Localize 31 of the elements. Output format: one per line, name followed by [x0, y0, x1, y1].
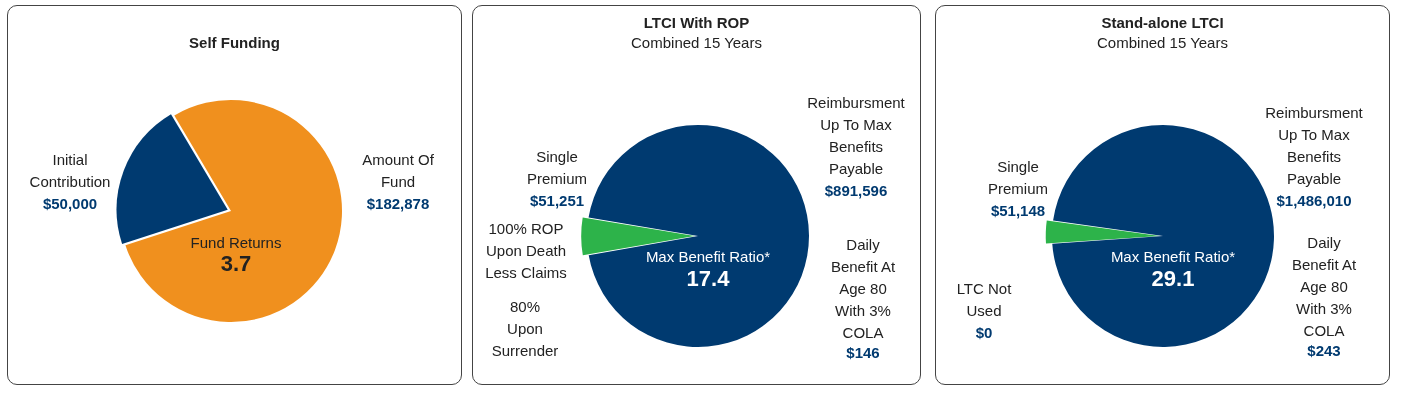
slice-label: Single Premium [987, 157, 1049, 199]
chart-title: Stand-alone LTCI [1100, 14, 1225, 31]
text: 80% Upon Surrender [490, 297, 560, 361]
slice-label: Initial Contribution [28, 150, 112, 192]
chart-subtitle: Combined 15 Years [630, 34, 763, 51]
text: $0 [974, 323, 994, 343]
chart-title: Self Funding [188, 34, 281, 51]
chart-subtitle: Combined 15 Years [1096, 34, 1229, 51]
text: Max Benefit Ratio* [645, 248, 771, 265]
text: $146 [845, 343, 881, 363]
slice-label: Reimbursment Up To Max Benefits Payable [1264, 103, 1364, 189]
data-label: $182,878 [365, 194, 431, 214]
data-label: $1,486,010 [1275, 191, 1353, 211]
data-label: $51,148 [989, 201, 1047, 221]
text: 3.7 [219, 251, 253, 276]
text: 17.4 [685, 266, 731, 291]
slice-label: Reimbursment Up To Max Benefits Payable [806, 93, 906, 179]
text: 100% ROP Upon Death Less Claims [484, 219, 568, 283]
data-label: $50,000 [41, 194, 99, 214]
slice-label: Single Premium [526, 147, 588, 189]
text: Max Benefit Ratio* [1110, 248, 1236, 265]
text: Fund Returns [189, 233, 283, 253]
text: Daily Benefit At Age 80 With 3% COLA [830, 235, 896, 343]
chart-title: LTCI With ROP [642, 14, 751, 31]
data-label: $51,251 [528, 191, 586, 211]
text: $243 [1306, 341, 1342, 361]
data-label: $891,596 [823, 181, 889, 201]
text: LTC Not Used [955, 279, 1013, 321]
text: 29.1 [1150, 266, 1196, 291]
slice-label: Amount Of Fund [361, 150, 435, 192]
text: Daily Benefit At Age 80 With 3% COLA [1291, 233, 1357, 341]
